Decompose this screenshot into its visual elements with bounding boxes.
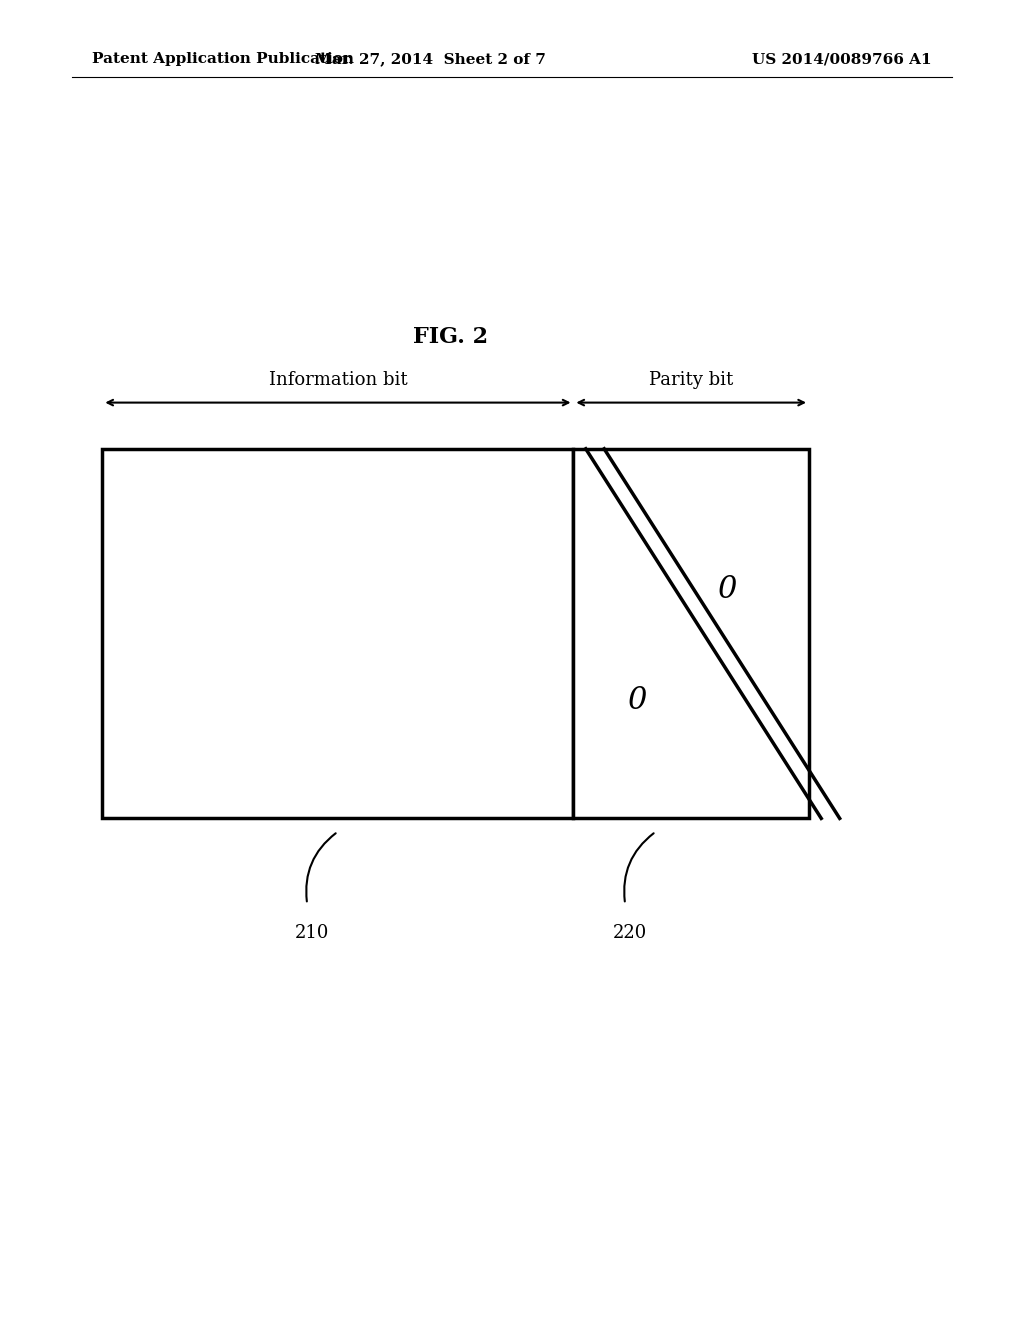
Text: FIG. 2: FIG. 2 xyxy=(413,326,488,347)
Bar xyxy=(573,449,809,818)
Text: 0: 0 xyxy=(717,574,736,605)
Text: 0: 0 xyxy=(628,685,647,715)
Text: 210: 210 xyxy=(295,924,330,942)
Bar xyxy=(102,449,573,818)
Text: US 2014/0089766 A1: US 2014/0089766 A1 xyxy=(753,53,932,66)
Text: Information bit: Information bit xyxy=(268,371,408,389)
Text: Patent Application Publication: Patent Application Publication xyxy=(92,53,354,66)
Text: 220: 220 xyxy=(613,924,647,942)
Text: Parity bit: Parity bit xyxy=(649,371,733,389)
Text: Mar. 27, 2014  Sheet 2 of 7: Mar. 27, 2014 Sheet 2 of 7 xyxy=(314,53,546,66)
